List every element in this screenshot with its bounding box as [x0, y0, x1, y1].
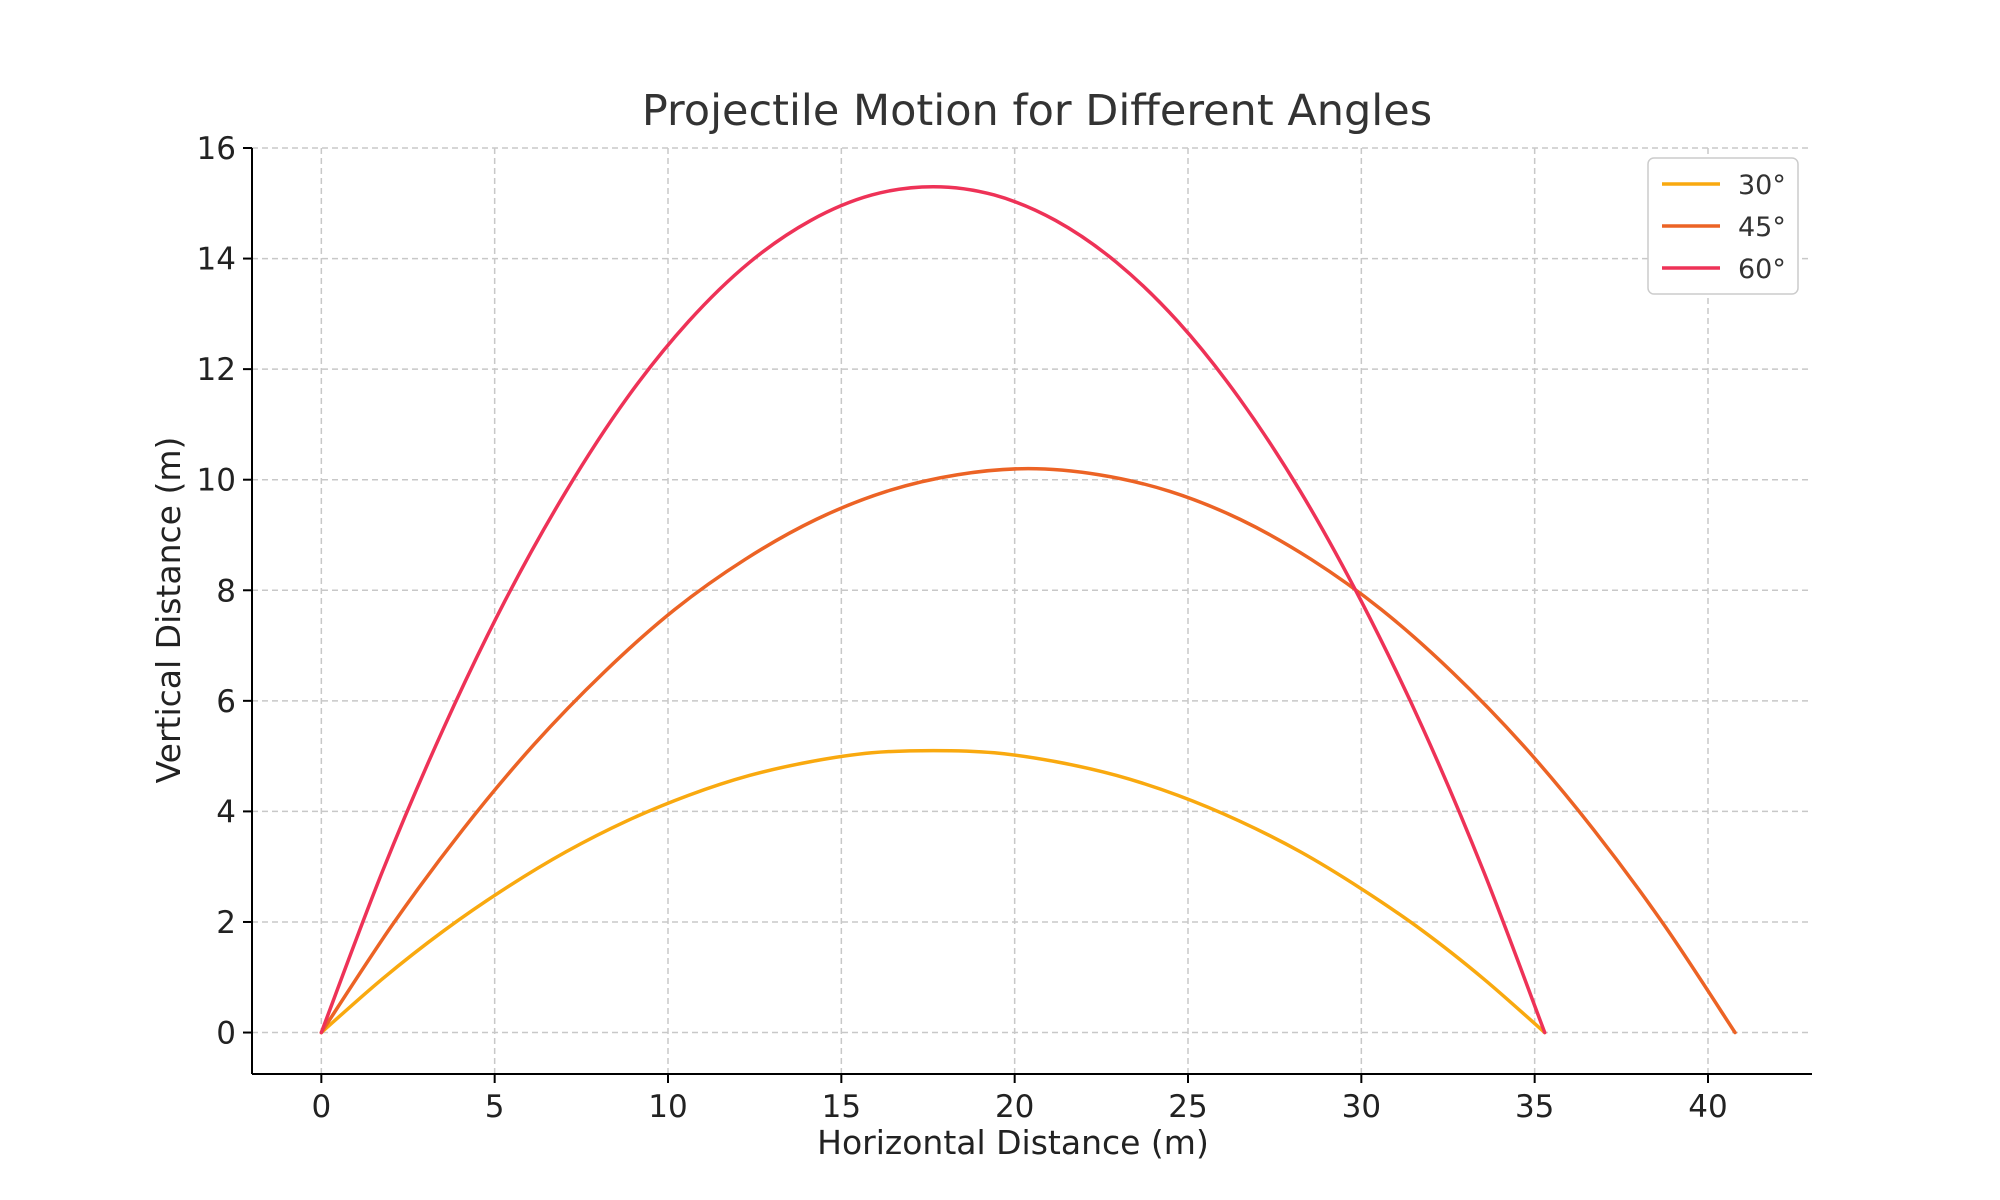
y-tick-label: 10: [197, 463, 236, 499]
y-ticks: 0 2 4 6 8 10 12 14 16: [197, 131, 252, 1052]
legend-label-1: 30°: [1738, 170, 1786, 201]
x-tick-label: 25: [1168, 1089, 1207, 1125]
series-line-2: [319, 466, 1737, 1035]
x-tick-label: 30: [1342, 1089, 1381, 1125]
x-tick-label: 40: [1688, 1089, 1727, 1125]
legend-box: [1647, 157, 1799, 295]
plot-area: [319, 184, 1737, 1035]
x-tick-label: 10: [648, 1089, 687, 1125]
x-ticks: 0 5 10 15 20 25 30 35 40: [311, 1074, 1728, 1125]
y-tick-label: 12: [197, 352, 236, 388]
x-tick-label: 15: [822, 1089, 861, 1125]
y-tick-label: 8: [216, 573, 236, 609]
y-tick-label: 4: [216, 794, 236, 830]
x-tick-label: 35: [1515, 1089, 1554, 1125]
legend-label-2: 45°: [1738, 212, 1786, 243]
y-tick-label: 16: [197, 131, 236, 167]
x-axis-label: Horizontal Distance (m): [817, 1123, 1209, 1162]
y-tick-label: 2: [216, 905, 236, 941]
y-tick-label: 14: [197, 242, 236, 278]
y-tick-label: 0: [216, 1016, 236, 1052]
series-line-3: [319, 184, 1547, 1035]
y-axis-label: Vertical Distance (m): [149, 437, 188, 784]
legend-label-3: 60°: [1738, 254, 1786, 285]
y-tick-label: 6: [216, 684, 236, 720]
x-tick-label: 5: [485, 1089, 505, 1125]
chart-title: Projectile Motion for Different Angles: [642, 86, 1432, 136]
legend: 30° 45° 60°: [1647, 157, 1799, 295]
grid: [252, 147, 1812, 1074]
x-tick-label: 20: [995, 1089, 1034, 1125]
x-tick-label: 0: [311, 1089, 331, 1125]
series-line-1: [319, 748, 1547, 1035]
axes: [251, 148, 1812, 1075]
